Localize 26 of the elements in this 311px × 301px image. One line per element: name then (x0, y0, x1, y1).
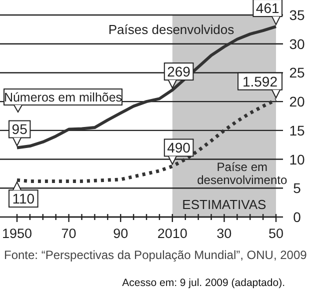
text: Acesso em: 9 jul. 2009 (adaptado). (122, 277, 285, 289)
x-tick-label: 30 (216, 226, 232, 241)
x-tick-label: 1950 (2, 226, 32, 241)
annotation: 1.592 (242, 73, 278, 90)
y-tick-label: 10 (289, 151, 305, 168)
x-tick-label: 50 (268, 226, 284, 241)
annotation: 95 (12, 121, 28, 138)
y-tick-label: 30 (289, 36, 305, 52)
series-label: Paíse em desenvolvimento (197, 160, 288, 188)
annotation: 461 (256, 0, 280, 16)
annotation: Números em milhões (4, 90, 122, 104)
x-tick-label: 70 (61, 226, 76, 241)
y-tick-label: 25 (289, 64, 305, 81)
y-tick-label: 35 (289, 7, 305, 23)
source-note: Fonte: “Perspectivas da População Mundial”, ONU, 2009 (4, 248, 308, 262)
y-tick-label: 0 (293, 209, 302, 225)
y-tick-label: 5 (293, 180, 302, 196)
x-tick-label: 90 (113, 226, 128, 241)
annotation: 110 (12, 190, 35, 207)
annotation: 269 (167, 64, 191, 80)
band-label: ESTIMATIVAS (182, 197, 267, 212)
series-label: Países desenvolvidos (108, 22, 235, 38)
y-tick-label: 20 (289, 94, 305, 110)
annotation: 490 (167, 140, 191, 156)
x-tick-label: 2010 (157, 226, 188, 241)
y-tick-label: 15 (289, 122, 305, 138)
